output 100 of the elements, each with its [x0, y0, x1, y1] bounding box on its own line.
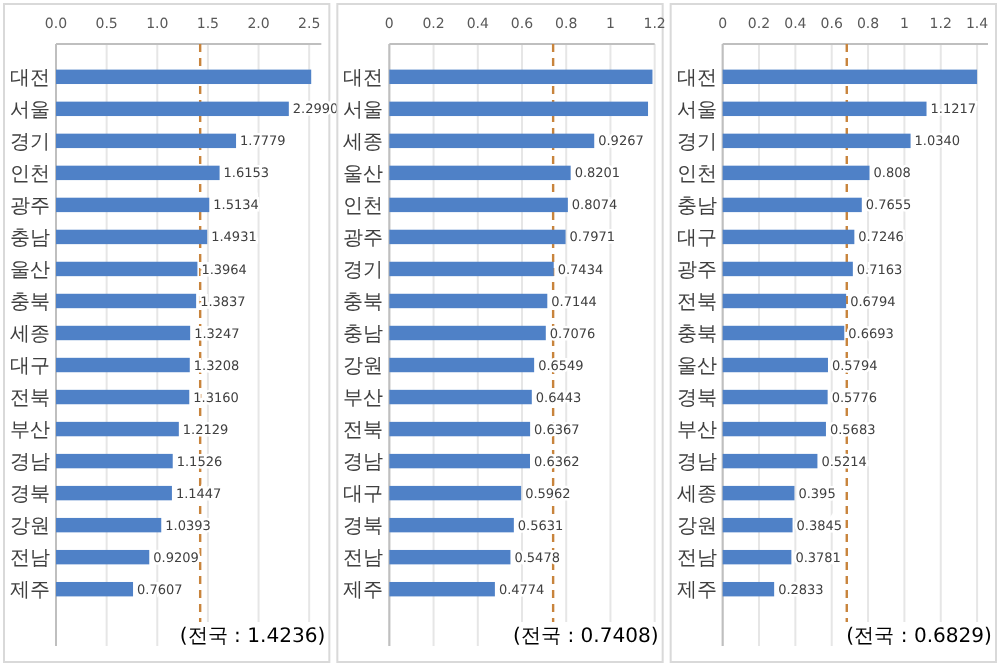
y-tick-label: 제주 — [676, 580, 717, 603]
bar — [389, 453, 530, 469]
y-tick-label: 대전 — [676, 67, 717, 90]
bar — [389, 485, 522, 501]
y-tick-label: 강원 — [10, 516, 50, 539]
bar — [722, 197, 862, 213]
bar — [389, 293, 548, 309]
bar — [722, 421, 826, 437]
y-tick-label: 광주 — [10, 195, 50, 218]
y-tick-label: 인천 — [343, 195, 384, 218]
y-tick-label: 광주 — [343, 227, 384, 250]
ref-line-label: (전국 : 0.6829) — [846, 626, 993, 648]
y-tick-label: 전남 — [10, 548, 50, 571]
y-tick-label: 세종 — [343, 131, 384, 154]
bar — [722, 517, 793, 533]
bar — [389, 197, 568, 213]
bar — [56, 389, 190, 405]
y-tick-label: 경북 — [10, 484, 50, 507]
bar — [56, 165, 220, 181]
bar — [722, 101, 927, 117]
bar — [722, 133, 911, 149]
y-tick-label: 세종 — [10, 324, 50, 346]
bar — [56, 549, 150, 565]
y-tick-label: 충북 — [343, 291, 384, 314]
bar — [722, 229, 855, 245]
y-tick-label: 광주 — [676, 259, 717, 282]
bar — [722, 325, 845, 341]
bar — [389, 549, 511, 565]
y-tick-label: 강원 — [343, 356, 384, 379]
bar — [389, 133, 595, 149]
y-tick-label: 부산 — [343, 388, 384, 411]
y-tick-label: 제주 — [10, 580, 50, 603]
bar — [389, 165, 571, 181]
y-tick-label: 충남 — [10, 227, 50, 250]
y-tick-label: 전북 — [676, 291, 717, 314]
y-tick-label: 부산 — [676, 420, 717, 443]
y-tick-label: 대전 — [10, 67, 50, 90]
bar — [722, 549, 792, 565]
bar — [389, 581, 495, 597]
y-tick-label: 부산 — [10, 420, 50, 443]
y-tick-label: 인천 — [676, 163, 717, 186]
bar — [56, 229, 208, 245]
y-tick-label: 서울 — [343, 99, 384, 122]
bar — [56, 293, 197, 309]
ref-line-label: (전국 : 1.4236) — [179, 626, 326, 648]
bar — [722, 293, 847, 309]
y-tick-label: 경북 — [676, 388, 717, 411]
bar — [56, 101, 289, 117]
bar — [722, 165, 870, 181]
y-tick-label: 경기 — [676, 131, 717, 154]
bar — [56, 261, 198, 277]
y-tick-label: 대구 — [676, 227, 717, 250]
bar — [56, 197, 210, 213]
y-tick-label: 대전 — [343, 67, 384, 90]
y-tick-label: 충북 — [676, 324, 717, 346]
y-tick-label: 경남 — [676, 452, 717, 475]
y-tick-label: 경남 — [343, 452, 384, 475]
y-tick-label: 대구 — [343, 484, 384, 507]
y-tick-label: 울산 — [10, 259, 50, 282]
bar — [56, 69, 312, 85]
y-tick-label: 충북 — [10, 291, 50, 314]
y-tick-label: 충남 — [676, 195, 717, 218]
y-tick-label: 제주 — [343, 580, 384, 603]
bar — [722, 581, 775, 597]
bar — [389, 101, 649, 117]
y-tick-label: 경기 — [10, 131, 50, 154]
bar — [56, 453, 173, 469]
bar — [56, 485, 172, 501]
bar — [722, 261, 853, 277]
ref-line-label: (전국 : 0.7408) — [513, 626, 659, 648]
y-tick-label: 경북 — [343, 516, 384, 539]
bar — [389, 389, 532, 405]
bar — [56, 581, 134, 597]
bar — [722, 485, 795, 501]
y-tick-label: 인천 — [10, 163, 50, 186]
y-tick-label: 전남 — [343, 548, 384, 571]
bar — [389, 325, 546, 341]
y-tick-label: 전북 — [10, 388, 50, 411]
bar — [722, 389, 828, 405]
y-tick-label: 경남 — [10, 452, 50, 475]
y-tick-label: 전북 — [343, 420, 384, 443]
y-tick-label: 강원 — [676, 516, 717, 539]
bar — [56, 517, 162, 533]
bar — [56, 357, 190, 373]
bar — [389, 517, 514, 533]
y-tick-label: 전남 — [676, 548, 717, 571]
bar — [389, 229, 566, 245]
bar — [389, 421, 531, 437]
y-tick-label: 충남 — [343, 324, 384, 346]
y-tick-label: 울산 — [343, 163, 384, 186]
y-tick-label: 울산 — [676, 356, 717, 379]
bar — [56, 421, 179, 437]
bar — [722, 453, 818, 469]
bar — [389, 261, 554, 277]
y-tick-label: 대구 — [10, 356, 50, 379]
y-tick-label: 세종 — [676, 484, 717, 507]
y-tick-label: 경기 — [343, 259, 384, 282]
bar — [722, 357, 828, 373]
bar — [56, 325, 191, 341]
y-tick-label: 서울 — [10, 99, 50, 122]
